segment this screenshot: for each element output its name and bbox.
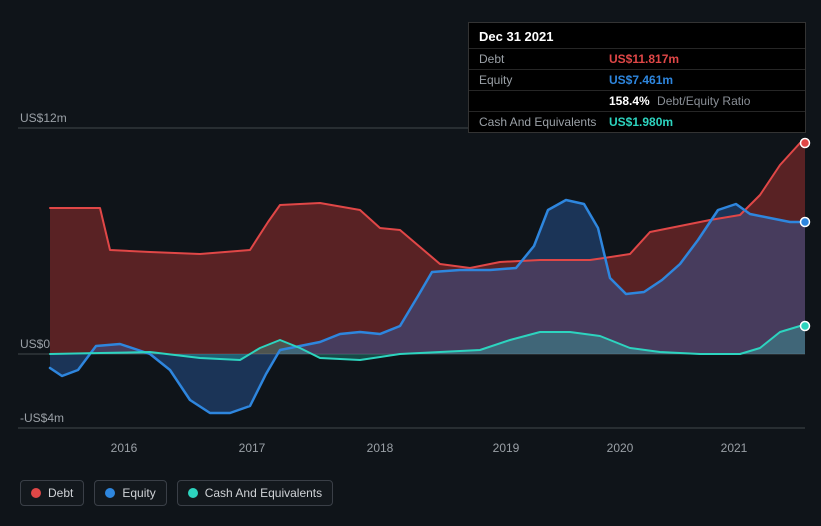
y-axis-label: US$0 (20, 337, 50, 351)
x-axis-label: 2016 (111, 441, 138, 455)
tooltip-row: EquityUS$7.461m (469, 69, 805, 90)
y-axis-label: US$12m (20, 111, 67, 125)
legend-item-cash-and-equivalents[interactable]: Cash And Equivalents (177, 480, 333, 506)
chart-tooltip: Dec 31 2021 DebtUS$11.817mEquityUS$7.461… (468, 22, 806, 133)
tooltip-row-label (479, 94, 609, 108)
x-axis-label: 2019 (493, 441, 520, 455)
marker-debt (801, 139, 810, 148)
tooltip-row: DebtUS$11.817m (469, 48, 805, 69)
marker-equity (801, 218, 810, 227)
x-axis-label: 2020 (607, 441, 634, 455)
tooltip-row-value: 158.4% Debt/Equity Ratio (609, 94, 750, 108)
tooltip-row: Cash And EquivalentsUS$1.980m (469, 111, 805, 132)
legend-label: Debt (48, 486, 73, 500)
financial-chart: US$12m US$0 -US$4m 2016 2017 2018 2019 2020 2021… (0, 0, 821, 526)
legend-swatch (105, 488, 115, 498)
x-axis-label: 2017 (239, 441, 266, 455)
legend-label: Cash And Equivalents (205, 486, 322, 500)
tooltip-date: Dec 31 2021 (469, 23, 805, 48)
tooltip-row-label: Equity (479, 73, 609, 87)
tooltip-row-label: Debt (479, 52, 609, 66)
tooltip-row-label: Cash And Equivalents (479, 115, 609, 129)
legend-label: Equity (122, 486, 155, 500)
chart-legend: Debt Equity Cash And Equivalents (20, 480, 333, 506)
legend-swatch (31, 488, 41, 498)
legend-item-debt[interactable]: Debt (20, 480, 84, 506)
tooltip-row-value: US$1.980m (609, 115, 673, 129)
marker-cash-and-equivalents (801, 322, 810, 331)
x-axis-label: 2021 (721, 441, 748, 455)
y-axis-label: -US$4m (20, 411, 64, 425)
legend-swatch (188, 488, 198, 498)
tooltip-row-value: US$7.461m (609, 73, 673, 87)
tooltip-row: 158.4% Debt/Equity Ratio (469, 90, 805, 111)
tooltip-row-value: US$11.817m (609, 52, 679, 66)
legend-item-equity[interactable]: Equity (94, 480, 166, 506)
x-axis-label: 2018 (367, 441, 394, 455)
tooltip-row-extra: Debt/Equity Ratio (654, 94, 751, 108)
